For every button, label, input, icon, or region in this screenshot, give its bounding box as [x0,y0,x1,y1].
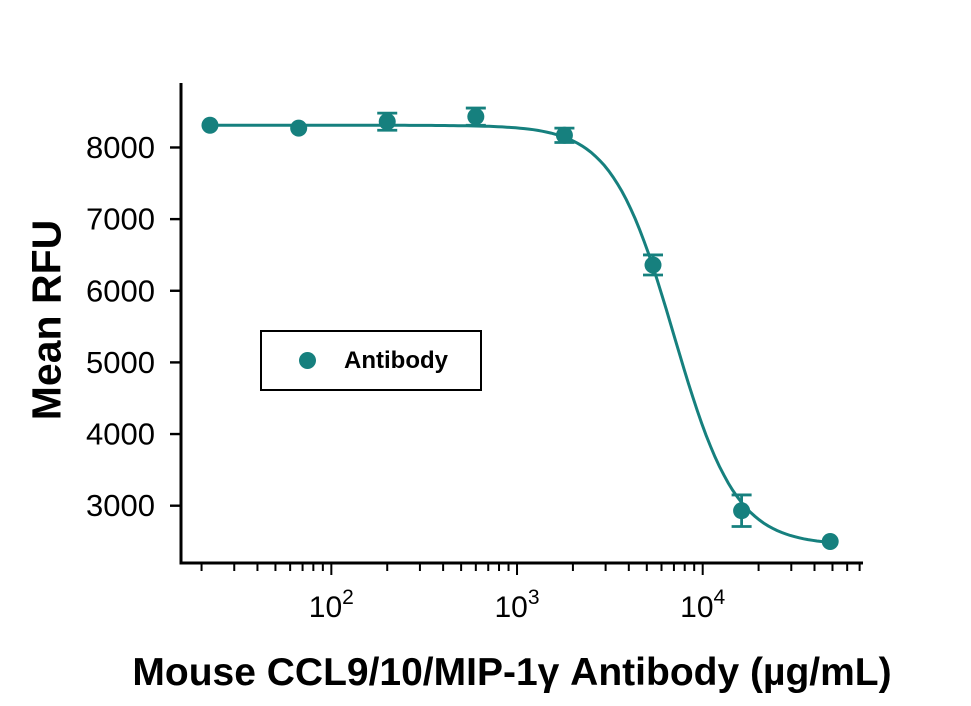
x-tick-label: 104 [680,586,725,624]
data-point [201,116,219,134]
x-axis-title: Mouse CCL9/10/MIP-1γ Antibody (µg/mL) [132,651,892,694]
y-tick-label: 8000 [86,130,155,165]
data-point [555,126,573,144]
y-tick-label: 6000 [86,273,155,308]
data-point [644,256,662,274]
y-tick-label: 4000 [86,417,155,452]
y-tick-label: 7000 [86,202,155,237]
x-tick-label: 103 [494,586,539,624]
legend-box: Antibody [260,330,482,391]
data-point [378,113,396,131]
y-axis-title: Mean RFU [23,219,70,421]
x-tick-label: 102 [309,586,354,624]
legend-label: Antibody [344,346,448,374]
data-point [733,502,751,520]
y-tick-label: 5000 [86,345,155,380]
y-tick-label: 3000 [86,488,155,523]
fit-curve [208,123,832,544]
data-point [467,108,485,126]
legend-marker-dot [299,352,316,369]
data-point [290,119,308,137]
data-point [821,533,839,551]
